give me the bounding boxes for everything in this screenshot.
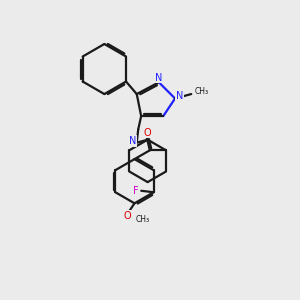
Text: N: N <box>155 73 163 82</box>
Text: F: F <box>133 186 139 196</box>
Text: O: O <box>124 211 131 221</box>
Text: O: O <box>143 128 151 138</box>
Text: CH₃: CH₃ <box>194 88 208 97</box>
Text: N: N <box>176 91 183 101</box>
Text: N: N <box>129 136 136 146</box>
Text: CH₃: CH₃ <box>136 215 150 224</box>
